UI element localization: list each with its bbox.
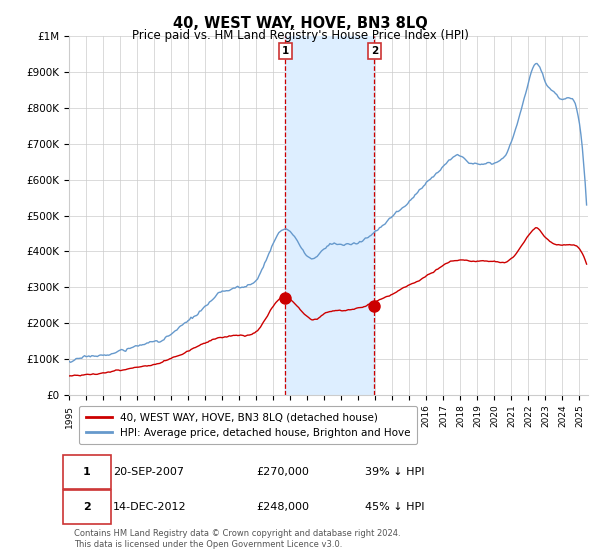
Text: 2: 2 (83, 502, 91, 512)
Text: £270,000: £270,000 (256, 467, 309, 477)
Text: Price paid vs. HM Land Registry's House Price Index (HPI): Price paid vs. HM Land Registry's House … (131, 29, 469, 42)
Text: 1: 1 (282, 46, 289, 56)
Text: 39% ↓ HPI: 39% ↓ HPI (365, 467, 424, 477)
Text: £248,000: £248,000 (256, 502, 309, 512)
Text: 2: 2 (371, 46, 378, 56)
Text: Contains HM Land Registry data © Crown copyright and database right 2024.
This d: Contains HM Land Registry data © Crown c… (74, 529, 401, 549)
Text: 40, WEST WAY, HOVE, BN3 8LQ: 40, WEST WAY, HOVE, BN3 8LQ (173, 16, 427, 31)
Bar (286, 36, 374, 395)
FancyBboxPatch shape (63, 455, 110, 488)
Text: 1: 1 (83, 467, 91, 477)
Text: 14-DEC-2012: 14-DEC-2012 (113, 502, 187, 512)
FancyBboxPatch shape (63, 490, 110, 524)
Text: 20-SEP-2007: 20-SEP-2007 (113, 467, 184, 477)
Text: 45% ↓ HPI: 45% ↓ HPI (365, 502, 424, 512)
Legend: 40, WEST WAY, HOVE, BN3 8LQ (detached house), HPI: Average price, detached house: 40, WEST WAY, HOVE, BN3 8LQ (detached ho… (79, 406, 417, 444)
